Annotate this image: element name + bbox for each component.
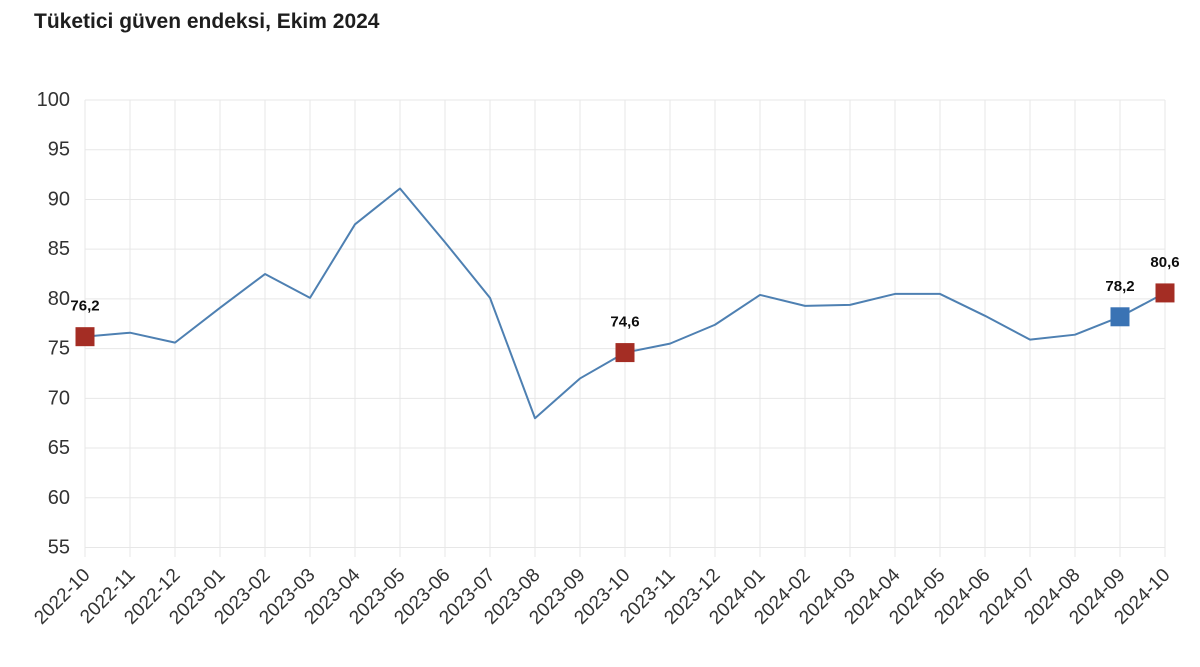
y-tick-label: 55 bbox=[48, 537, 70, 559]
y-tick-label: 80 bbox=[48, 288, 70, 310]
highlight-marker-2022-10[interactable] bbox=[75, 327, 95, 347]
y-tick-label: 90 bbox=[48, 188, 70, 210]
point-label-2022-10: 76,2 bbox=[70, 298, 99, 315]
y-tick-label: 75 bbox=[48, 338, 70, 360]
y-tick-label: 60 bbox=[48, 487, 70, 509]
highlight-marker-2024-10[interactable] bbox=[1155, 283, 1175, 303]
point-label-2024-10: 80,6 bbox=[1150, 254, 1179, 271]
highlight-marker-2023-10[interactable] bbox=[615, 343, 635, 363]
y-tick-label: 100 bbox=[37, 89, 70, 111]
y-tick-label: 65 bbox=[48, 437, 70, 459]
y-tick-label: 95 bbox=[48, 139, 70, 161]
point-label-2024-09: 78,2 bbox=[1105, 278, 1134, 295]
highlight-marker-2024-09[interactable] bbox=[1110, 307, 1130, 327]
point-label-2023-10: 74,6 bbox=[610, 314, 639, 331]
chart-title: Tüketici güven endeksi, Ekim 2024 bbox=[34, 10, 380, 33]
y-tick-label: 70 bbox=[48, 387, 70, 409]
y-tick-label: 85 bbox=[48, 238, 70, 260]
